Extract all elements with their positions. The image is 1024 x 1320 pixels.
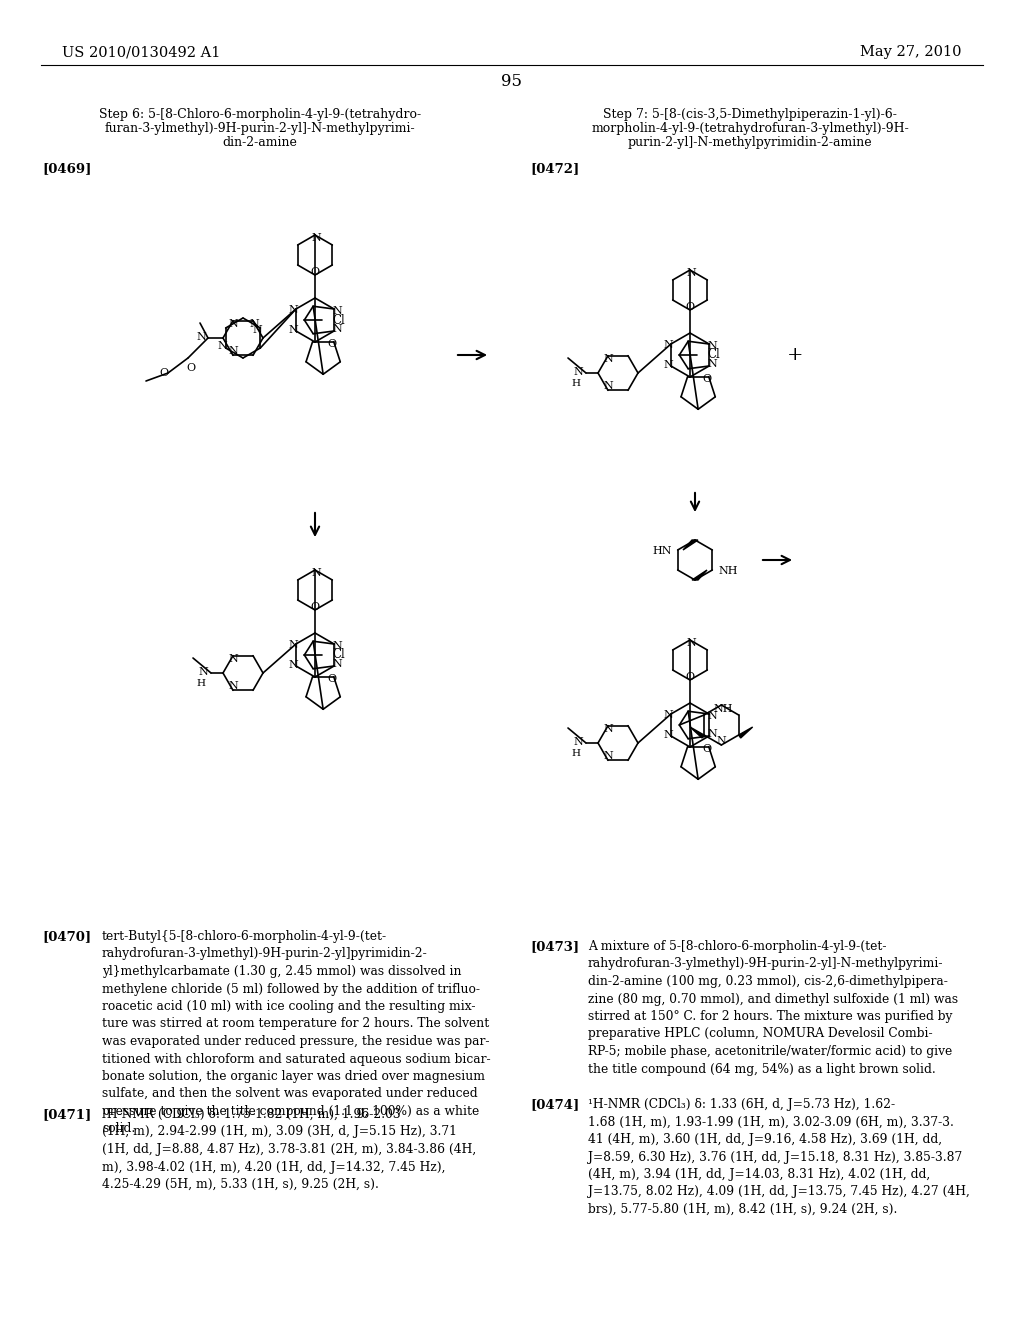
Text: Cl: Cl — [333, 648, 345, 661]
Text: US 2010/0130492 A1: US 2010/0130492 A1 — [62, 45, 220, 59]
Text: Step 6: 5-[8-Chloro-6-morpholin-4-yl-9-(tetrahydro-: Step 6: 5-[8-Chloro-6-morpholin-4-yl-9-(… — [99, 108, 421, 121]
Text: [0470]: [0470] — [42, 931, 91, 942]
Text: N: N — [311, 568, 321, 578]
Text: A mixture of 5-[8-chloro-6-morpholin-4-yl-9-(tet-
rahydrofuran-3-ylmethyl)-9H-pu: A mixture of 5-[8-chloro-6-morpholin-4-y… — [588, 940, 958, 1076]
Text: N: N — [332, 659, 342, 669]
Text: N: N — [664, 730, 673, 741]
Text: N: N — [228, 681, 238, 692]
Text: [0474]: [0474] — [530, 1098, 580, 1111]
Text: ¹H-NMR (CDCl₃) δ: 1.75-1.82 (1H, m), 1.96-2.03
(1H, m), 2.94-2.99 (1H, m), 3.09 : ¹H-NMR (CDCl₃) δ: 1.75-1.82 (1H, m), 1.9… — [102, 1107, 476, 1191]
Text: N: N — [218, 341, 227, 351]
Text: O: O — [310, 267, 319, 277]
Text: N: N — [249, 318, 259, 329]
Text: Cl: Cl — [708, 348, 720, 362]
Text: N: N — [708, 359, 717, 370]
Text: N: N — [311, 234, 321, 243]
Text: H: H — [197, 678, 206, 688]
Text: N: N — [686, 638, 696, 648]
Text: N: N — [199, 667, 208, 677]
Text: HN: HN — [652, 546, 672, 556]
Text: N: N — [664, 710, 673, 719]
Polygon shape — [690, 727, 705, 738]
Text: N: N — [603, 354, 613, 364]
Text: O: O — [702, 743, 712, 754]
Text: N: N — [253, 325, 262, 335]
Text: O: O — [328, 339, 336, 348]
Text: +: + — [786, 346, 803, 364]
Text: N: N — [228, 318, 238, 329]
Text: N: N — [664, 360, 673, 370]
Text: tert-Butyl{5-[8-chloro-6-morpholin-4-yl-9-(tet-
rahydrofuran-3-ylmethyl)-9H-puri: tert-Butyl{5-[8-chloro-6-morpholin-4-yl-… — [102, 931, 490, 1135]
Text: 95: 95 — [502, 74, 522, 91]
Text: furan-3-ylmethyl)-9H-purin-2-yl]-N-methylpyrimi-: furan-3-ylmethyl)-9H-purin-2-yl]-N-methy… — [104, 121, 416, 135]
Text: N: N — [288, 305, 298, 315]
Text: N: N — [288, 325, 298, 335]
Text: N: N — [708, 729, 717, 739]
Text: N: N — [228, 346, 238, 356]
Text: N: N — [288, 660, 298, 671]
Text: N: N — [708, 711, 717, 721]
Text: O: O — [685, 302, 694, 312]
Text: N: N — [228, 653, 238, 664]
Polygon shape — [683, 540, 698, 550]
Text: NH: NH — [714, 704, 733, 714]
Text: morpholin-4-yl-9-(tetrahydrofuran-3-ylmethyl)-9H-: morpholin-4-yl-9-(tetrahydrofuran-3-ylme… — [591, 121, 909, 135]
Text: [0473]: [0473] — [530, 940, 580, 953]
Text: [0472]: [0472] — [530, 162, 580, 176]
Text: Cl: Cl — [333, 314, 345, 326]
Text: N: N — [603, 381, 613, 391]
Text: N: N — [708, 341, 717, 351]
Text: [0471]: [0471] — [42, 1107, 91, 1121]
Text: O: O — [186, 363, 196, 374]
Text: O: O — [685, 672, 694, 682]
Text: Step 7: 5-[8-(cis-3,5-Dimethylpiperazin-1-yl)-6-: Step 7: 5-[8-(cis-3,5-Dimethylpiperazin-… — [603, 108, 897, 121]
Text: N: N — [332, 642, 342, 651]
Text: N: N — [197, 333, 206, 342]
Text: H: H — [571, 748, 581, 758]
Text: N: N — [603, 751, 613, 762]
Text: O: O — [310, 602, 319, 612]
Text: May 27, 2010: May 27, 2010 — [860, 45, 962, 59]
Text: N: N — [664, 341, 673, 350]
Text: N: N — [573, 367, 583, 378]
Text: N: N — [686, 268, 696, 279]
Text: ¹H-NMR (CDCl₃) δ: 1.33 (6H, d, J=5.73 Hz), 1.62-
1.68 (1H, m), 1.93-1.99 (1H, m): ¹H-NMR (CDCl₃) δ: 1.33 (6H, d, J=5.73 Hz… — [588, 1098, 970, 1216]
Text: N: N — [332, 323, 342, 334]
Polygon shape — [738, 727, 753, 738]
Text: H: H — [571, 379, 581, 388]
Polygon shape — [692, 570, 707, 579]
Text: N: N — [573, 737, 583, 747]
Text: N: N — [717, 737, 726, 746]
Text: N: N — [603, 723, 613, 734]
Text: O: O — [328, 673, 336, 684]
Text: O: O — [160, 368, 169, 378]
Text: purin-2-yl]-N-methylpyrimidin-2-amine: purin-2-yl]-N-methylpyrimidin-2-amine — [628, 136, 872, 149]
Text: NH: NH — [718, 566, 738, 576]
Text: [0469]: [0469] — [42, 162, 91, 176]
Text: din-2-amine: din-2-amine — [222, 136, 297, 149]
Text: O: O — [702, 374, 712, 384]
Text: N: N — [332, 306, 342, 315]
Text: N: N — [288, 640, 298, 649]
